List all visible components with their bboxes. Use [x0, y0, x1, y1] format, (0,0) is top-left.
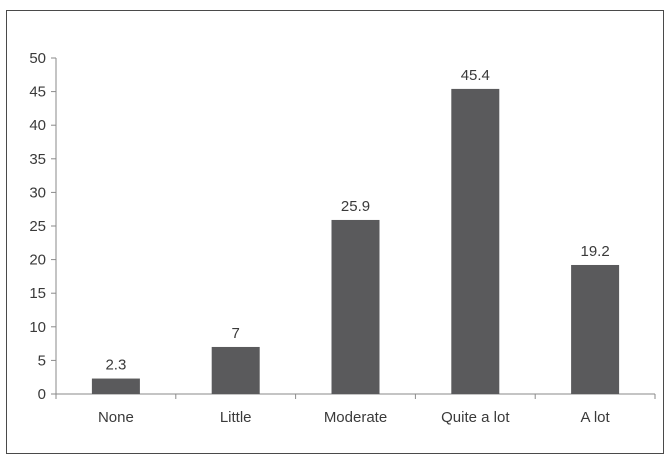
data-labels: 2.3 7 25.9 45.4 19.2	[105, 67, 609, 374]
bar	[91, 378, 140, 394]
data-label: 2.3	[105, 357, 126, 374]
bar	[571, 264, 620, 394]
x-tick-label: Little	[220, 409, 252, 426]
x-tick-label: Moderate	[324, 409, 387, 426]
y-tick-label: 5	[38, 352, 46, 369]
y-tick-label: 30	[29, 184, 46, 201]
y-tick-label: 10	[29, 319, 46, 336]
y-tick-label: 0	[38, 386, 46, 403]
y-tick-label: 35	[29, 151, 46, 168]
x-tick-label: A lot	[581, 409, 611, 426]
x-tick-label: None	[98, 409, 134, 426]
y-tick-label: 40	[29, 117, 46, 134]
bars	[91, 88, 620, 395]
x-tick-label: Quite a lot	[441, 409, 510, 426]
y-tick-label: 20	[29, 252, 46, 269]
bar	[331, 219, 380, 394]
bar	[451, 88, 500, 395]
y-tick-label: 15	[29, 285, 46, 302]
data-label: 7	[232, 325, 240, 342]
y-tick-label: 45	[29, 84, 46, 101]
data-label: 25.9	[341, 198, 370, 215]
y-tick-label: 50	[29, 50, 46, 67]
y-axis: 0 5 10 15 20 25 30 35 40 45 50	[29, 50, 57, 403]
x-axis: None Little Moderate Quite a lot A lot	[55, 393, 656, 426]
y-tick-label: 25	[29, 218, 46, 235]
data-label: 19.2	[580, 243, 609, 260]
bar	[211, 346, 260, 394]
data-label: 45.4	[461, 67, 490, 84]
